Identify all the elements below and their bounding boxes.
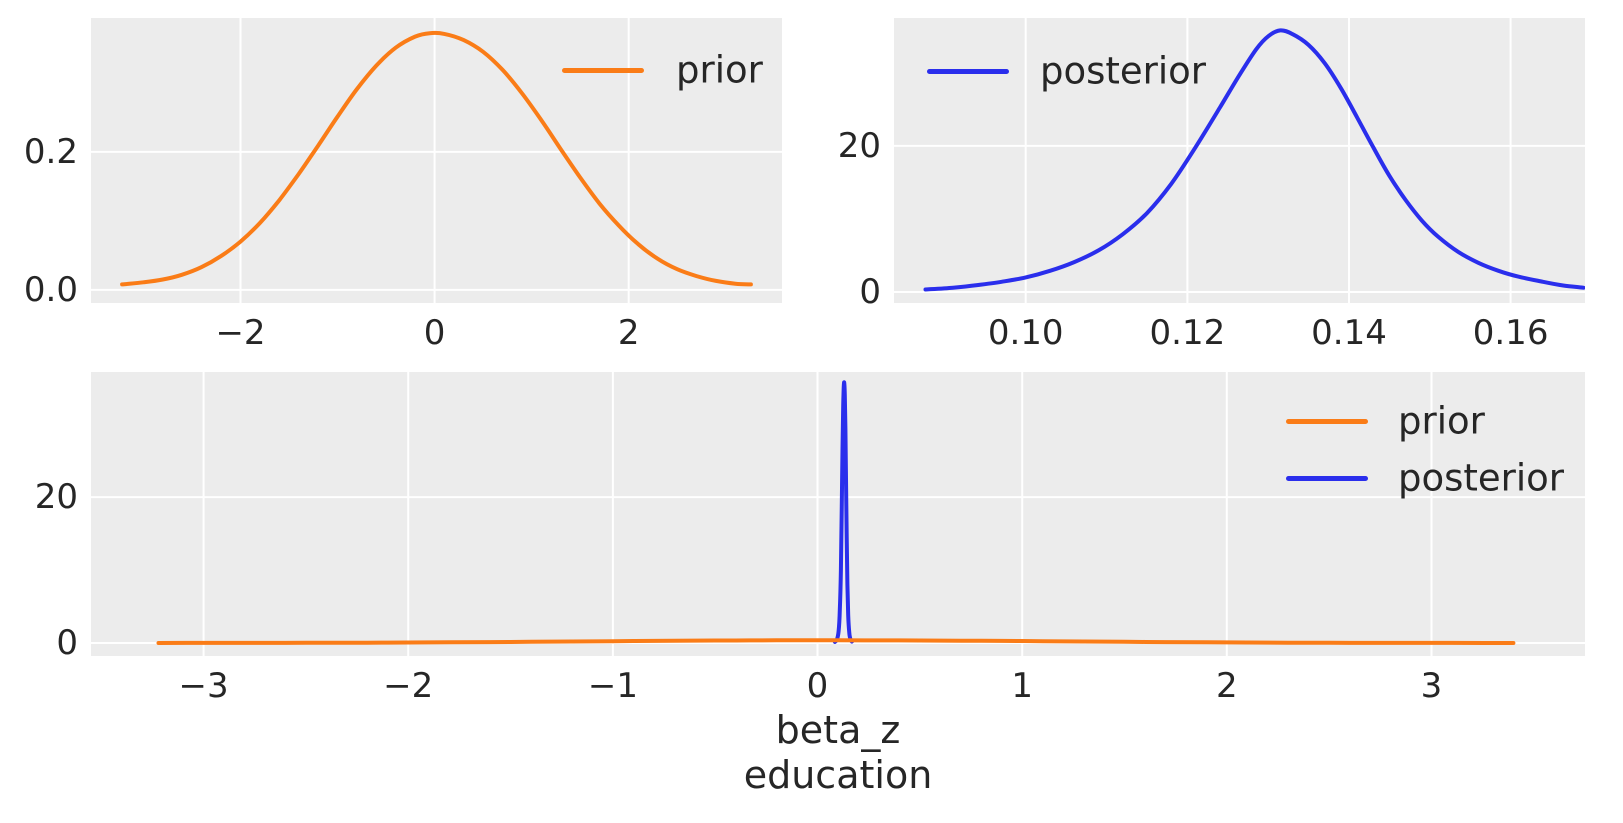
x-tick-label: 2	[1215, 666, 1238, 706]
posterior-marginal-axes	[894, 18, 1586, 303]
x-tick-label: 0	[423, 313, 446, 353]
x-axis-label-line-1: beta_z	[775, 708, 901, 752]
legend-sample-line-prior	[562, 67, 644, 73]
prior-curve	[156, 638, 1516, 645]
legend-sample-line-posterior	[1286, 475, 1368, 481]
legend-label-posterior: posterior	[1040, 49, 1207, 93]
x-tick-label: 0.12	[1149, 313, 1226, 353]
x-tick-label: 0	[806, 666, 829, 706]
x-axis-label: beta_z education	[744, 708, 933, 798]
y-tick-label: 20	[837, 125, 881, 166]
x-tick-label: 0.14	[1311, 313, 1387, 353]
x-axis-label-line-2: education	[743, 753, 933, 797]
x-tick-label: 0.10	[987, 313, 1064, 353]
x-tick-label: 3	[1420, 666, 1443, 706]
x-tick-label: 0.16	[1472, 313, 1549, 353]
posterior-curve	[832, 380, 854, 644]
posterior-curve	[923, 28, 1586, 292]
legend-label-prior: prior	[676, 48, 763, 92]
x-tick-label: −3	[178, 666, 229, 706]
y-tick-label: 0	[56, 623, 78, 663]
legend-label-posterior: posterior	[1398, 456, 1565, 500]
prior-posterior-overlay-canvas	[91, 372, 1585, 656]
prior-posterior-overlay-axes	[91, 372, 1585, 656]
legend-sample-line-posterior	[927, 68, 1009, 74]
x-tick-label: −2	[383, 666, 434, 706]
prior-curve	[120, 30, 753, 287]
axes-background	[91, 18, 782, 303]
prior-marginal-axes	[91, 18, 782, 303]
legend-sample-line-prior	[1286, 418, 1368, 424]
legend-label-prior: prior	[1398, 399, 1485, 443]
prior-marginal-canvas	[91, 18, 782, 303]
posterior-marginal-canvas	[894, 18, 1586, 303]
x-tick-label: −1	[587, 666, 638, 706]
y-tick-label: 20	[34, 477, 78, 518]
axes-background	[894, 18, 1585, 303]
y-tick-label: 0.0	[23, 269, 78, 310]
x-tick-label: 1	[1011, 666, 1034, 706]
y-tick-label: 0	[859, 272, 881, 312]
x-tick-label: 2	[617, 313, 640, 353]
x-tick-label: −2	[215, 313, 266, 353]
y-tick-label: 0.2	[23, 131, 78, 172]
